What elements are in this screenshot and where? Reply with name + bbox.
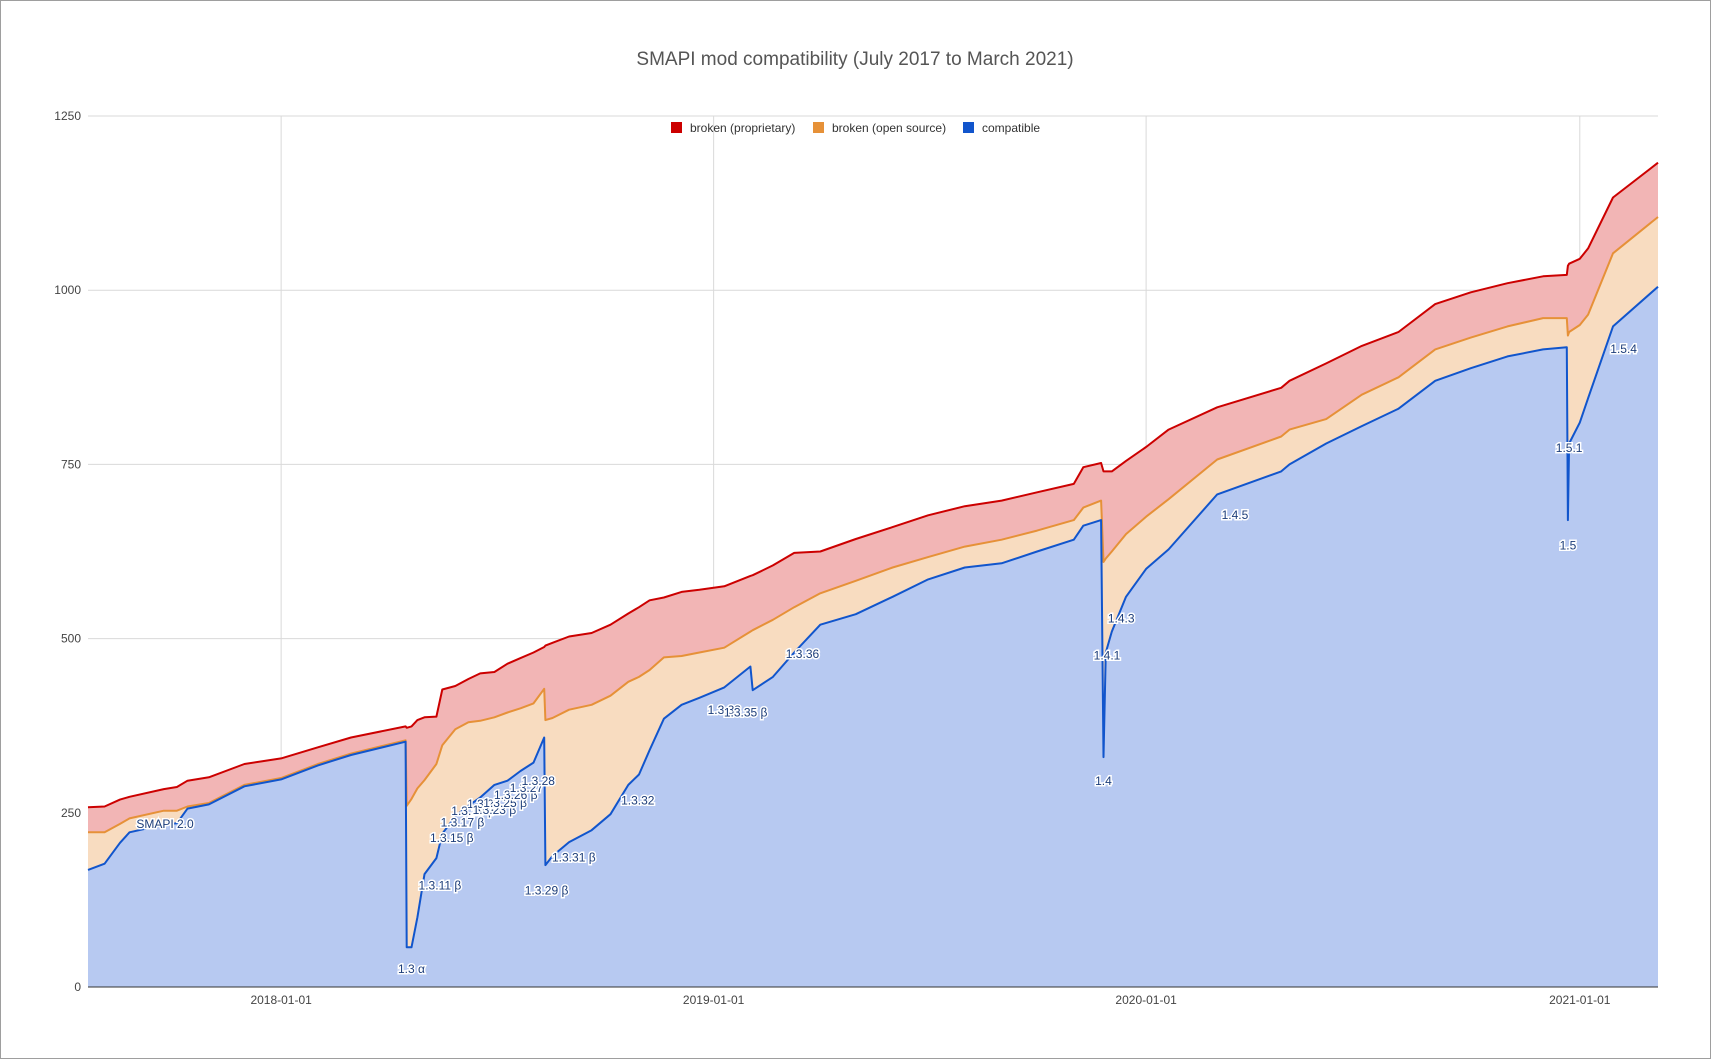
- annotation-7: 1.3.23 β: [473, 803, 517, 817]
- area-compatible: [88, 286, 1658, 987]
- area-broken-open-source: [88, 217, 1658, 948]
- legend-label-compatible: compatible: [982, 121, 1040, 135]
- annotation-17: 1.3.36: [786, 647, 820, 661]
- y-tick-label-500: 500: [61, 632, 81, 646]
- annotation-0: SMAPI 2.0: [136, 817, 194, 831]
- annotation-4: 1.3.17 β: [441, 816, 485, 830]
- annotation-23: 1.5.1: [1556, 441, 1583, 455]
- line-compatible: [87, 285, 1659, 949]
- line-broken-proprietary: [87, 161, 1659, 809]
- annotation-5: 1.3.19 β: [451, 804, 495, 818]
- x-tick-label-2021-01-01: 2021-01-01: [1549, 993, 1611, 1007]
- annotation-6: 1.3.21: [467, 797, 501, 811]
- y-tick-label-1000: 1000: [54, 283, 81, 297]
- x-tick-label-2020-01-01: 2020-01-01: [1115, 993, 1177, 1007]
- annotation-11: 1.3.28: [522, 774, 556, 788]
- annotation-1: 1.3 α: [398, 962, 425, 976]
- legend-label-broken-proprietary: broken (proprietary): [690, 121, 795, 135]
- annotation-13: 1.3.31 β: [552, 851, 596, 865]
- annotation-12: 1.3.29 β: [525, 883, 569, 897]
- annotation-15: 1.3.33: [708, 703, 742, 717]
- x-tick-label-2019-01-01: 2019-01-01: [683, 993, 745, 1007]
- legend-item-compatible[interactable]: compatible: [963, 121, 1040, 135]
- legend-label-broken-open-source: broken (open source): [832, 121, 946, 135]
- annotation-20: 1.4.3: [1108, 612, 1135, 626]
- line-layer: [87, 161, 1659, 949]
- annotation-21: 1.4.5: [1222, 508, 1249, 522]
- annotation-10: 1.3.27: [510, 781, 544, 795]
- annotation-16: 1.3.35 β: [724, 706, 768, 720]
- annotation-19: 1.4.1: [1094, 649, 1121, 663]
- y-tick-label-0: 0: [74, 980, 81, 994]
- annotation-layer: SMAPI 2.01.3 α1.3.11 β1.3.15 β1.3.17 β1.…: [135, 340, 1639, 977]
- annotation-14: 1.3.32: [621, 793, 655, 807]
- legend-swatch-broken-proprietary: [671, 122, 682, 133]
- annotation-24: 1.5.4: [1610, 342, 1637, 356]
- legend-swatch-broken-open-source: [813, 122, 824, 133]
- y-tick-label-250: 250: [61, 806, 81, 820]
- y-tick-label-1250: 1250: [54, 109, 81, 123]
- annotation-8: 1.3.25 β: [483, 796, 527, 810]
- y-tick-label-750: 750: [61, 457, 81, 471]
- annotation-18: 1.4: [1095, 774, 1112, 788]
- annotation-3: 1.3.15 β: [430, 831, 474, 845]
- legend: broken (proprietary) broken (open source…: [671, 121, 1040, 135]
- axis-layer: 0 250 500 750 1000 1250 2018-01-01 2019-01-01 20…: [54, 109, 1658, 1007]
- area-broken-proprietary: [88, 162, 1658, 833]
- x-tick-label-2018-01-01: 2018-01-01: [250, 993, 312, 1007]
- annotation-9: 1.3.26 β: [494, 788, 538, 802]
- legend-item-broken-proprietary[interactable]: broken (proprietary): [671, 121, 795, 135]
- annotation-22: 1.5: [1560, 538, 1577, 552]
- chart-title: SMAPI mod compatibility (July 2017 to Ma…: [636, 49, 1073, 70]
- area-layer: [88, 162, 1658, 987]
- legend-swatch-compatible: [963, 122, 974, 133]
- legend-item-broken-open-source[interactable]: broken (open source): [813, 121, 946, 135]
- annotation-2: 1.3.11 β: [419, 878, 462, 892]
